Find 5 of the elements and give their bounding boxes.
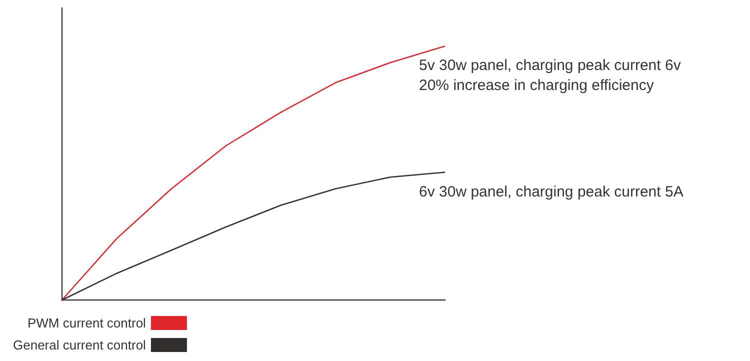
annotation: 5v 30w panel, charging peak current 6v: [419, 57, 682, 74]
legend-label: General current control: [13, 338, 146, 352]
legend-label: PWM current control: [27, 316, 146, 330]
annotation: 20% increase in charging efficiency: [419, 77, 654, 94]
annotation: 6v 30w panel, charging peak current 5A: [419, 183, 684, 200]
